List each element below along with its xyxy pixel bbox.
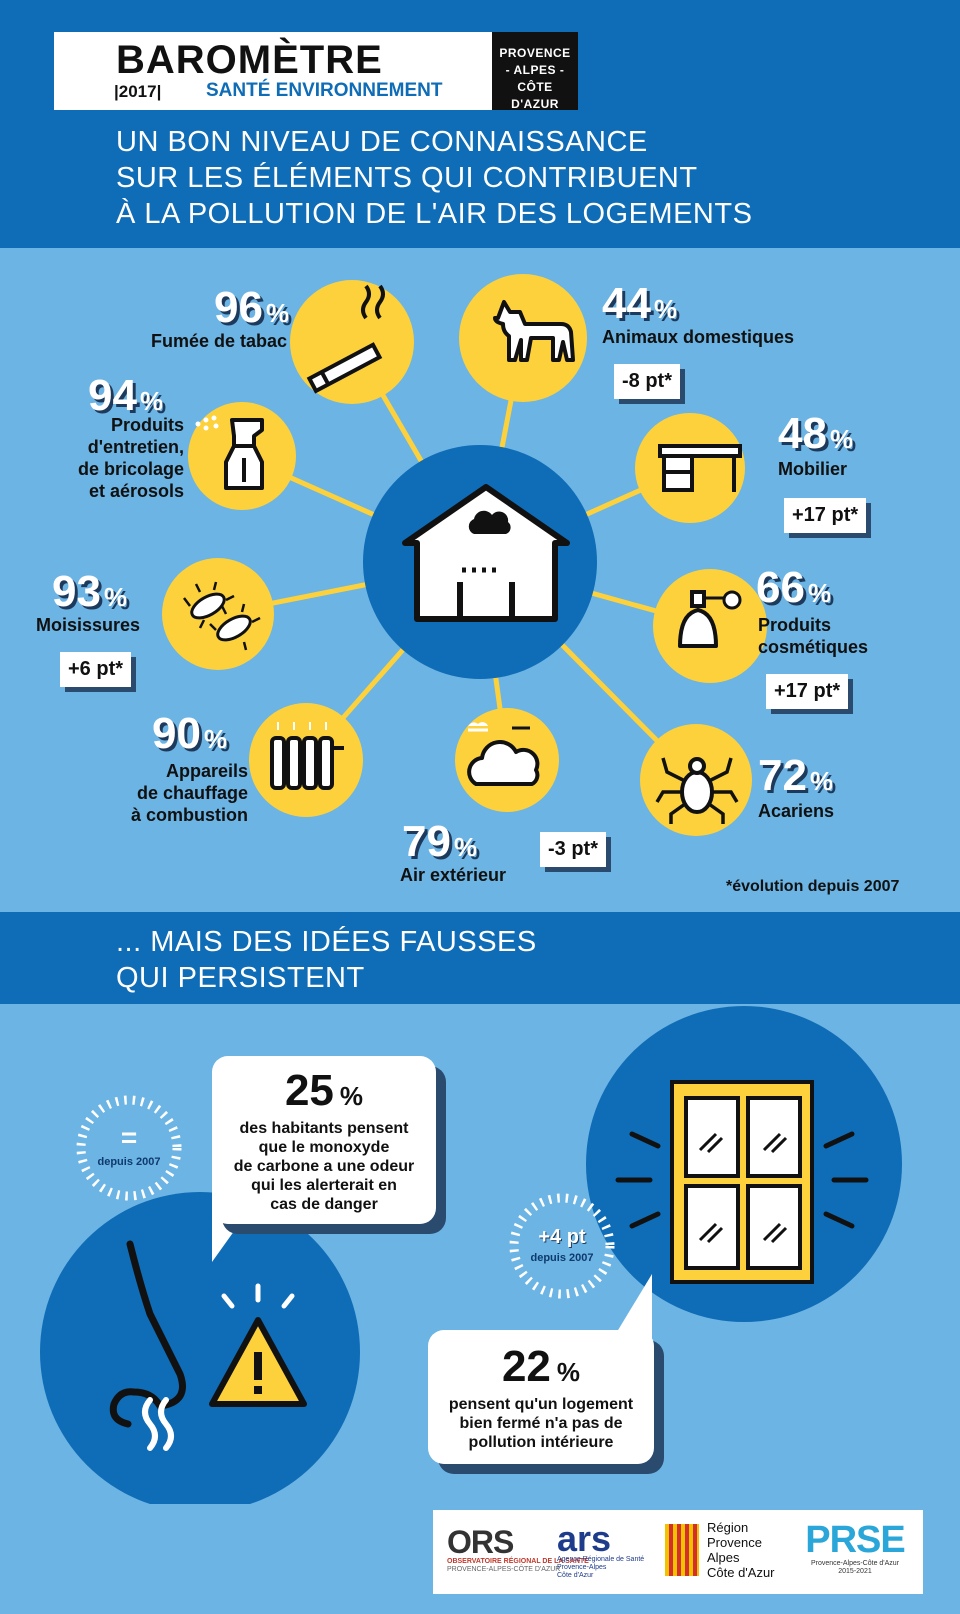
- house-hub: [363, 445, 597, 679]
- stat-animaux-label: Animaux domestiques: [602, 327, 795, 347]
- stat-moisissures-badge: +6 pt*: [60, 652, 132, 687]
- title-box: BAROMÈTRE |2017| SANTÉ ENVIRONNEMENT: [54, 32, 492, 110]
- cloud-icon: [455, 708, 559, 812]
- evolution-closed-value: +4 pt: [538, 1226, 586, 1248]
- region-flag-icon: [665, 1524, 699, 1576]
- window-group: [586, 1006, 902, 1322]
- stat-chauffage-percent: 90%: [152, 709, 228, 758]
- stat-air-badge: -3 pt*: [540, 832, 606, 867]
- evolution-co-note: depuis 2007: [97, 1156, 161, 1168]
- title-subtitle: SANTÉ ENVIRONNEMENT: [206, 80, 443, 101]
- bubble-co-percent: 25%: [284, 1066, 364, 1115]
- title-year: |2017|: [114, 82, 162, 101]
- stat-cosmetiques-badge: +17 pt*: [766, 674, 849, 709]
- evolution-closed-note: depuis 2007: [530, 1252, 594, 1264]
- region-logo-text: Région Provence Alpes Côte d'Azur: [707, 1520, 775, 1580]
- stat-mobilier-label: Mobilier: [778, 459, 848, 479]
- bubble-closed: 22% pensent qu'un logement bien fermé n'a…: [428, 1330, 654, 1464]
- window-icon: [615, 1080, 869, 1284]
- evolution-badge-co: [76, 1095, 182, 1201]
- pollution-diagram: [162, 274, 767, 836]
- nose-warning-group: [40, 1192, 360, 1504]
- stat-air-percent: 79%: [402, 817, 478, 866]
- stat-acariens-label: Acariens: [758, 801, 835, 821]
- region-badge: PROVENCE - ALPES - CÔTE D'AZUR: [492, 32, 578, 111]
- ars-logo: ars Agence Régionale de Santé Provence-A…: [557, 1518, 645, 1580]
- perfume-icon: [653, 569, 767, 683]
- stat-tabac-label: Fumée de tabac: [151, 331, 288, 351]
- mold-icon: [162, 558, 274, 670]
- bubble-closed-percent: 22%: [501, 1342, 581, 1391]
- prse-logo: PRSE Provence-Alpes-Côte d'Azur 2015-202…: [805, 1519, 905, 1575]
- stat-moisissures-percent: 93%: [52, 567, 128, 616]
- bubble-closed-text: pensent qu'un logement bien fermé n'a pas…: [448, 1396, 634, 1451]
- evolution-badge-closed: [509, 1193, 615, 1299]
- stat-entretien-percent: 94%: [88, 371, 164, 420]
- title: BAROMÈTRE: [116, 38, 383, 82]
- stat-tabac-percent: 96%: [214, 283, 290, 332]
- stat-animaux-badge: -8 pt*: [614, 364, 680, 399]
- house-icon: [402, 484, 570, 622]
- warning-icon: [209, 1283, 307, 1407]
- stat-cosmetiques-label: Produits cosmétiques: [758, 615, 869, 657]
- stat-mobilier-percent: 48%: [778, 409, 854, 458]
- stat-air-label: Air extérieur: [400, 865, 507, 885]
- stat-chauffage-label: Appareils de chauffage à combustion: [130, 761, 248, 825]
- cigarette-icon: [290, 280, 414, 404]
- stat-moisissures-label: Moisissures: [36, 615, 141, 635]
- nose-icon: [109, 1240, 186, 1451]
- desk-icon: [635, 413, 745, 523]
- section2-headline: ... MAIS DES IDÉES FAUSSES QUI PERSISTENT: [116, 926, 537, 994]
- misconceptions-illustration: [40, 1006, 902, 1504]
- stat-animaux-percent: 44%: [602, 279, 678, 328]
- partner-logos: ORS OBSERVATOIRE RÉGIONAL DE LA SANTÉ PR…: [433, 1510, 923, 1594]
- spray-bottle-icon: [188, 402, 296, 510]
- bubble-co: 25% des habitants pensent que le monoxyde…: [212, 1056, 436, 1224]
- radiator-icon: [249, 703, 363, 817]
- stat-acariens-percent: 72%: [758, 751, 834, 800]
- stat-cosmetiques-percent: 66%: [756, 563, 832, 612]
- mite-icon: [640, 724, 752, 836]
- headline: UN BON NIVEAU DE CONNAISSANCE SUR LES ÉL…: [116, 126, 753, 230]
- stat-mobilier-badge: +17 pt*: [784, 498, 867, 533]
- ors-logo: ORS OBSERVATOIRE RÉGIONAL DE LA SANTÉ PR…: [447, 1524, 589, 1573]
- section2-band: [0, 912, 960, 1004]
- evolution-co-value: =: [120, 1122, 138, 1153]
- stat-entretien-label: Produits d'entretien, de bricolage et aéros…: [77, 415, 184, 501]
- dog-icon: [459, 274, 587, 402]
- footnote: *évolution depuis 2007: [726, 878, 900, 895]
- bubble-co-text: des habitants pensent que le monoxyde de c…: [233, 1120, 415, 1213]
